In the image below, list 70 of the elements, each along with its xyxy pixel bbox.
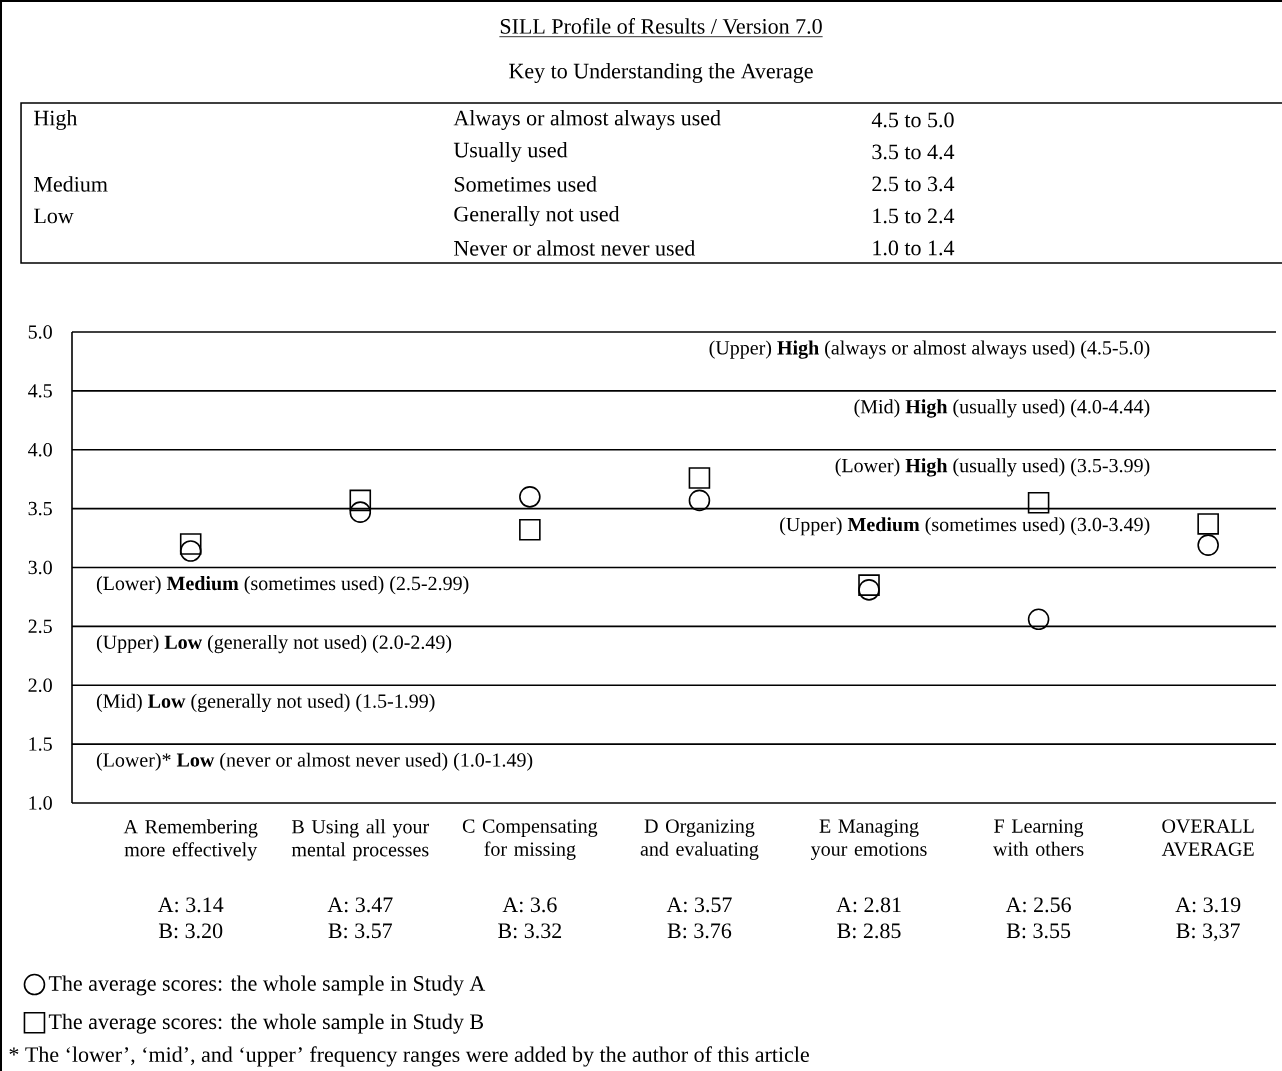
point — [1197, 513, 1219, 535]
y-tick-label: 1.5 — [29, 737, 52, 751]
y-tick-label: 2.0 — [28, 678, 52, 693]
y-tick-label: 5.0 — [28, 325, 52, 339]
data-label: B: 3,37 — [1176, 923, 1240, 942]
point — [179, 540, 202, 562]
data-label: A: 3.6 — [502, 897, 557, 913]
y-tick-label: 3.5 — [28, 501, 52, 516]
point — [349, 489, 372, 512]
data-label: A: 3.19 — [1175, 897, 1241, 913]
point — [519, 519, 541, 541]
y-tick-label: 2.5 — [28, 619, 52, 634]
data-label: A: 3.57 — [666, 897, 732, 913]
x-tick-label: D Organizing and evaluating — [640, 819, 759, 860]
data-label: B: 3.55 — [1006, 923, 1071, 939]
data-label: B: 3.32 — [498, 923, 562, 939]
data-label: A: 3.47 — [327, 897, 393, 913]
data-label: A: 2.56 — [1005, 897, 1071, 913]
text: Low — [34, 208, 74, 224]
annotation: (Mid) Low (generally not used) (1.5-1.99) — [96, 693, 435, 713]
data-label: A: 3.14 — [157, 897, 224, 913]
text: High — [34, 110, 78, 130]
text: 2.5 to 3.4 — [872, 176, 955, 192]
chart-title: SILL Profile of Results / Version 7.0 — [500, 18, 822, 34]
point — [688, 467, 711, 489]
y-tick-label: 4.0 — [28, 442, 52, 457]
data-label: B: 3.20 — [158, 923, 223, 939]
text: Always or almost always used — [453, 110, 721, 130]
data-label: B: 2.85 — [837, 923, 901, 939]
text: 3.5 to 4.4 — [872, 144, 955, 160]
annotation: (Upper) Medium (sometimes used) (3.0-3.49) — [780, 517, 1150, 536]
text: Never or almost never used — [454, 240, 696, 256]
point — [179, 533, 202, 555]
text: Usually used — [453, 142, 568, 162]
annotation: (Lower)* Low (never or almost never used) (1.0-1.49) — [96, 752, 533, 771]
x-tick-label: F Learning with others — [993, 819, 1084, 856]
point — [1027, 608, 1050, 631]
point — [349, 501, 372, 523]
chart-subtitle: Key to Understanding the Average — [509, 63, 813, 83]
legend-label: The average scores: the whole sample in Study A — [48, 975, 486, 996]
annotation: (Upper) High (always or almost always used) (4.5-5.0) — [709, 340, 1150, 359]
data-label: B: 3.76 — [667, 923, 732, 939]
point — [858, 574, 880, 596]
x-tick-label: C Compensating for missing — [462, 819, 598, 860]
annotation: (Upper) Low (generally not used) (2.0-2.49) — [96, 634, 452, 654]
data-label: B: 3.57 — [328, 923, 393, 939]
data-label: A: 2.81 — [836, 897, 901, 913]
x-tick-label: B Using all your mental processes — [291, 819, 429, 861]
annotation: (Lower) Medium (sometimes used) (2.5-2.99) — [96, 576, 469, 595]
text: 1.5 to 2.4 — [873, 208, 955, 224]
text: 4.5 to 5.0 — [871, 112, 954, 128]
point — [1027, 491, 1050, 514]
text: * The ‘lower’, ‘mid’, and ‘upper’ frequency ranges were added by the author of this article — [9, 1046, 809, 1067]
y-tick-label: 1.0 — [29, 796, 52, 810]
x-tick-label: OVERALL AVERAGE — [1161, 819, 1254, 856]
x-tick-label: A Remembering more effectively — [123, 819, 258, 861]
legend-label: The average scores: the whole sample in Study B — [48, 1013, 484, 1034]
y-tick-label: 4.5 — [28, 384, 52, 398]
annotation: (Lower) High (usually used) (3.5-3.99) — [835, 458, 1150, 477]
text: Medium — [34, 176, 108, 192]
point — [688, 489, 711, 512]
point — [519, 486, 541, 508]
text: Generally not used — [454, 206, 620, 226]
point — [858, 579, 880, 601]
text: 1.0 to 1.4 — [873, 240, 955, 256]
x-tick-label: E Managing your emotions — [810, 819, 927, 860]
annotation: (Mid) High (usually used) (4.0-4.44) — [854, 399, 1150, 418]
y-tick-label: 3.0 — [28, 560, 52, 575]
point — [1197, 534, 1219, 556]
text: Sometimes used — [454, 176, 597, 192]
